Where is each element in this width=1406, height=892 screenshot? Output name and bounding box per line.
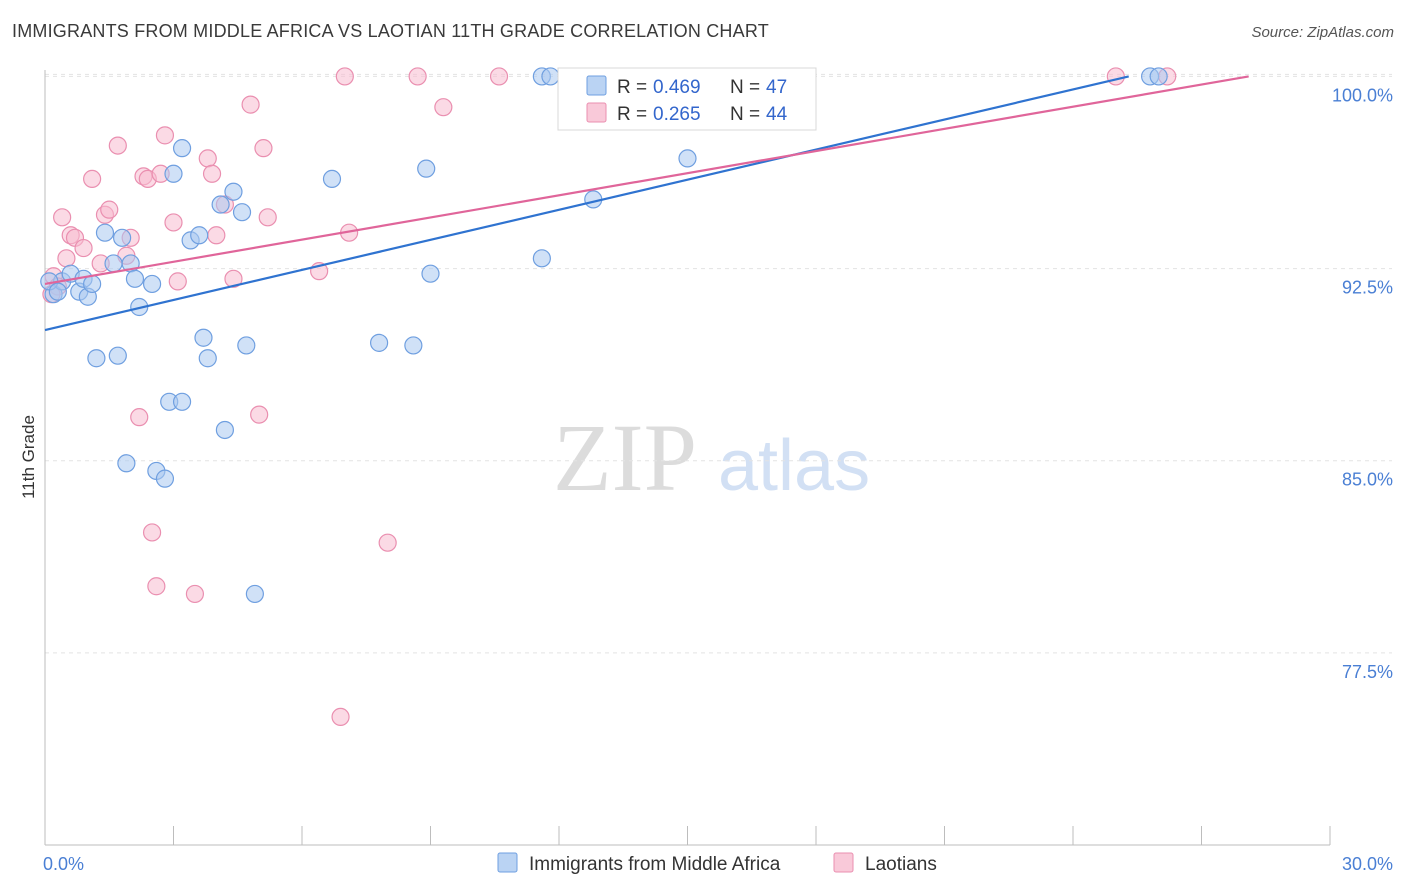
y-tick-label: 100.0% [1332,85,1393,105]
data-point [155,126,175,145]
legend-n-value-pink: 44 [766,104,788,125]
data-point [185,584,205,604]
data-point [378,533,397,552]
data-point [1149,67,1168,86]
data-point [155,469,175,488]
legend-swatch-blue [586,75,607,96]
watermark-zip: ZIP [553,404,697,511]
chart-source: Source: ZipAtlas.com [1251,24,1394,41]
data-point [541,67,560,86]
data-point [224,269,243,288]
series-legend: Immigrants from Middle Africa Laotians [497,852,937,875]
series-legend-swatch-pink [833,852,854,873]
data-point [370,333,389,352]
data-point [164,213,183,232]
series-legend-label-blue: Immigrants from Middle Africa [529,854,781,875]
data-point [190,226,209,245]
data-point [250,405,269,424]
data-point [202,164,222,183]
watermark-atlas: atlas [718,426,870,506]
legend-n-value-blue: 47 [766,77,787,98]
legend-r-value-pink: 0.265 [653,104,701,125]
data-point [245,584,264,604]
y-tick-label: 92.5% [1342,278,1393,298]
data-point [404,336,423,355]
data-point [112,228,132,247]
data-point [421,264,440,283]
data-point [168,272,187,291]
data-point [489,67,509,86]
laotians-points [42,67,1177,727]
data-point [74,238,93,258]
correlation-legend: R = 0.469 N = 47 R = 0.265 N = 44 [557,67,817,131]
data-point [211,195,230,214]
data-point [172,139,192,158]
legend-swatch-pink [586,102,607,123]
y-tick-label: 85.0% [1342,470,1393,490]
data-point [237,336,256,355]
y-tick-labels: 77.5% 85.0% 92.5% 100.0% [1332,85,1393,681]
x-tick-label: 30.0% [1342,854,1393,874]
data-point [125,269,145,288]
data-point [331,707,350,727]
data-point [198,149,217,168]
data-point [164,164,183,183]
middle-africa-points [40,67,1168,604]
data-point [207,226,226,245]
y-axis-label: 11th Grade [19,415,38,499]
data-point [100,200,119,219]
data-point [258,208,277,227]
legend-r-label-blue: R = [617,77,647,98]
data-point [194,328,213,347]
data-point [147,577,166,596]
watermark: ZIP atlas [553,404,870,511]
data-point [254,139,273,158]
trend-lines [44,75,1249,332]
legend-n-label-blue: N = [730,77,760,98]
data-point [215,420,234,440]
data-point [87,349,106,368]
x-tick-label: 0.0% [43,854,84,874]
data-point [335,67,354,86]
data-point [224,182,243,201]
data-point [83,274,102,294]
legend-r-value-blue: 0.469 [653,77,701,98]
data-point [434,98,453,117]
data-point [53,208,72,227]
data-point [108,346,127,365]
legend-r-label-pink: R = [617,104,647,125]
data-point [678,149,697,168]
data-point [198,349,217,368]
data-point [48,282,67,301]
y-tick-label: 77.5% [1342,662,1393,682]
legend-n-label-pink: N = [730,104,760,125]
data-point [1106,67,1125,86]
x-ticks: 0.0% 30.0% [43,826,1393,874]
data-point [57,249,76,268]
data-point [232,203,252,222]
series-legend-swatch-blue [497,852,518,873]
data-point [104,254,123,273]
data-point [142,274,162,294]
data-point [532,249,551,268]
data-point [322,169,342,189]
data-point [142,523,162,542]
data-point [130,408,149,427]
data-point [83,169,102,189]
trend-line-pink [44,75,1249,286]
data-point [241,95,260,114]
data-point [95,223,115,242]
chart-title: IMMIGRANTS FROM MIDDLE AFRICA VS LAOTIAN… [12,21,769,41]
data-point [417,159,436,178]
data-point [408,67,427,86]
data-point [108,136,127,155]
data-point [117,454,136,473]
data-point [172,392,192,411]
gridlines [45,73,1392,654]
trend-line-blue [44,75,1129,332]
series-legend-label-pink: Laotians [865,854,937,875]
